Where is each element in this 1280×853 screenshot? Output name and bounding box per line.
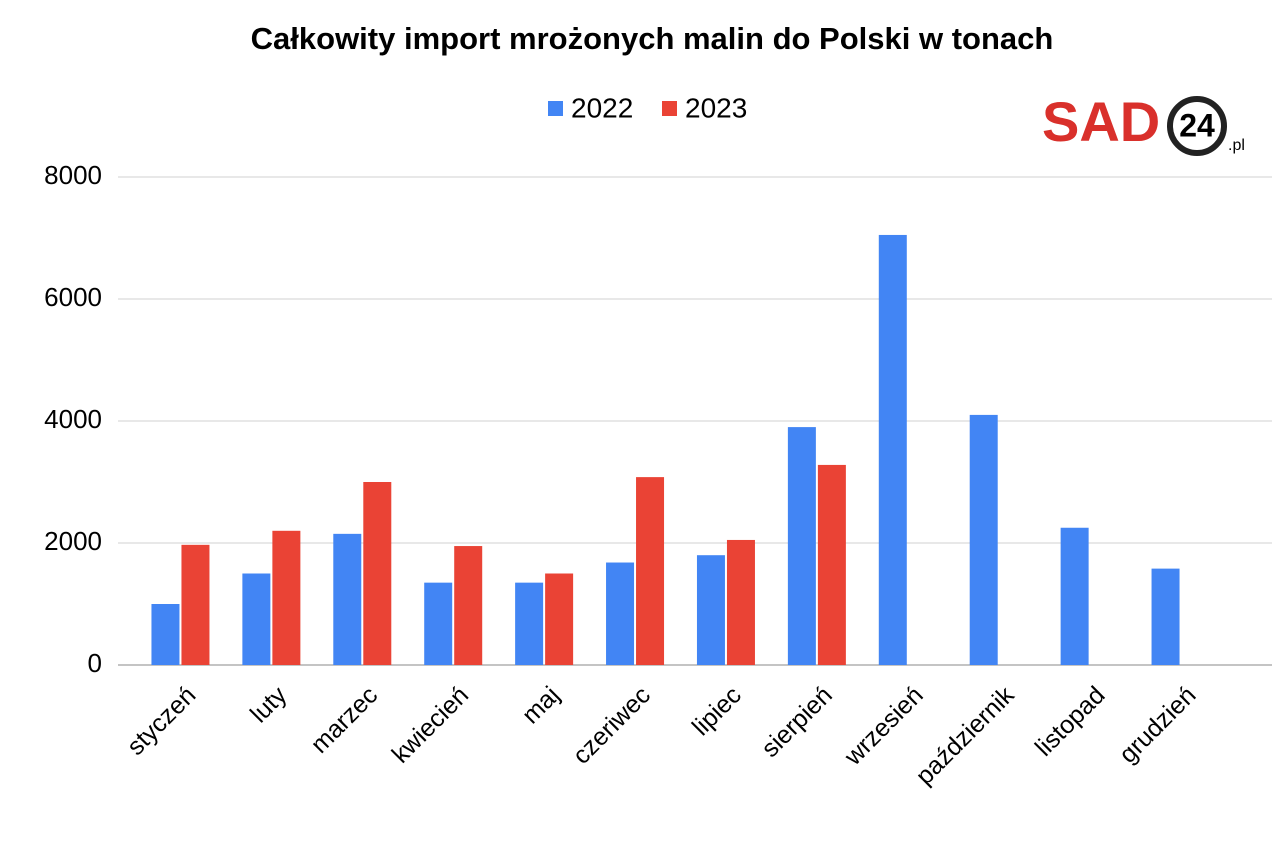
legend-swatch (662, 101, 677, 116)
bar (696, 555, 725, 665)
bar (151, 604, 180, 665)
legend-label: 2023 (685, 92, 747, 123)
bar (515, 582, 544, 665)
bar (636, 477, 665, 665)
bar (606, 562, 635, 665)
bar (1151, 568, 1180, 665)
bar (787, 427, 816, 665)
logo-main: SAD (1042, 90, 1160, 153)
logo-suffix: .pl (1228, 137, 1245, 154)
y-tick-label: 0 (88, 648, 102, 678)
bar (242, 573, 271, 665)
bar (363, 482, 392, 665)
bar (878, 234, 907, 665)
bar (817, 464, 846, 665)
bar (424, 582, 453, 665)
bar (272, 530, 301, 665)
bar (333, 533, 362, 665)
bar (545, 573, 574, 665)
legend-label: 2022 (571, 92, 633, 123)
y-tick-label: 2000 (44, 526, 102, 556)
chart-title: Całkowity import mrożonych malin do Pols… (251, 21, 1054, 56)
legend-swatch (548, 101, 563, 116)
logo-number: 24 (1179, 107, 1215, 143)
y-tick-label: 4000 (44, 404, 102, 434)
bar (1060, 527, 1089, 665)
bar (454, 546, 483, 665)
bar (969, 414, 998, 665)
y-tick-label: 6000 (44, 282, 102, 312)
logo-ring (1167, 96, 1227, 156)
bar (181, 544, 210, 665)
logo: SAD 24 .pl (1042, 90, 1245, 156)
bar (726, 539, 755, 665)
y-tick-label: 8000 (44, 160, 102, 190)
